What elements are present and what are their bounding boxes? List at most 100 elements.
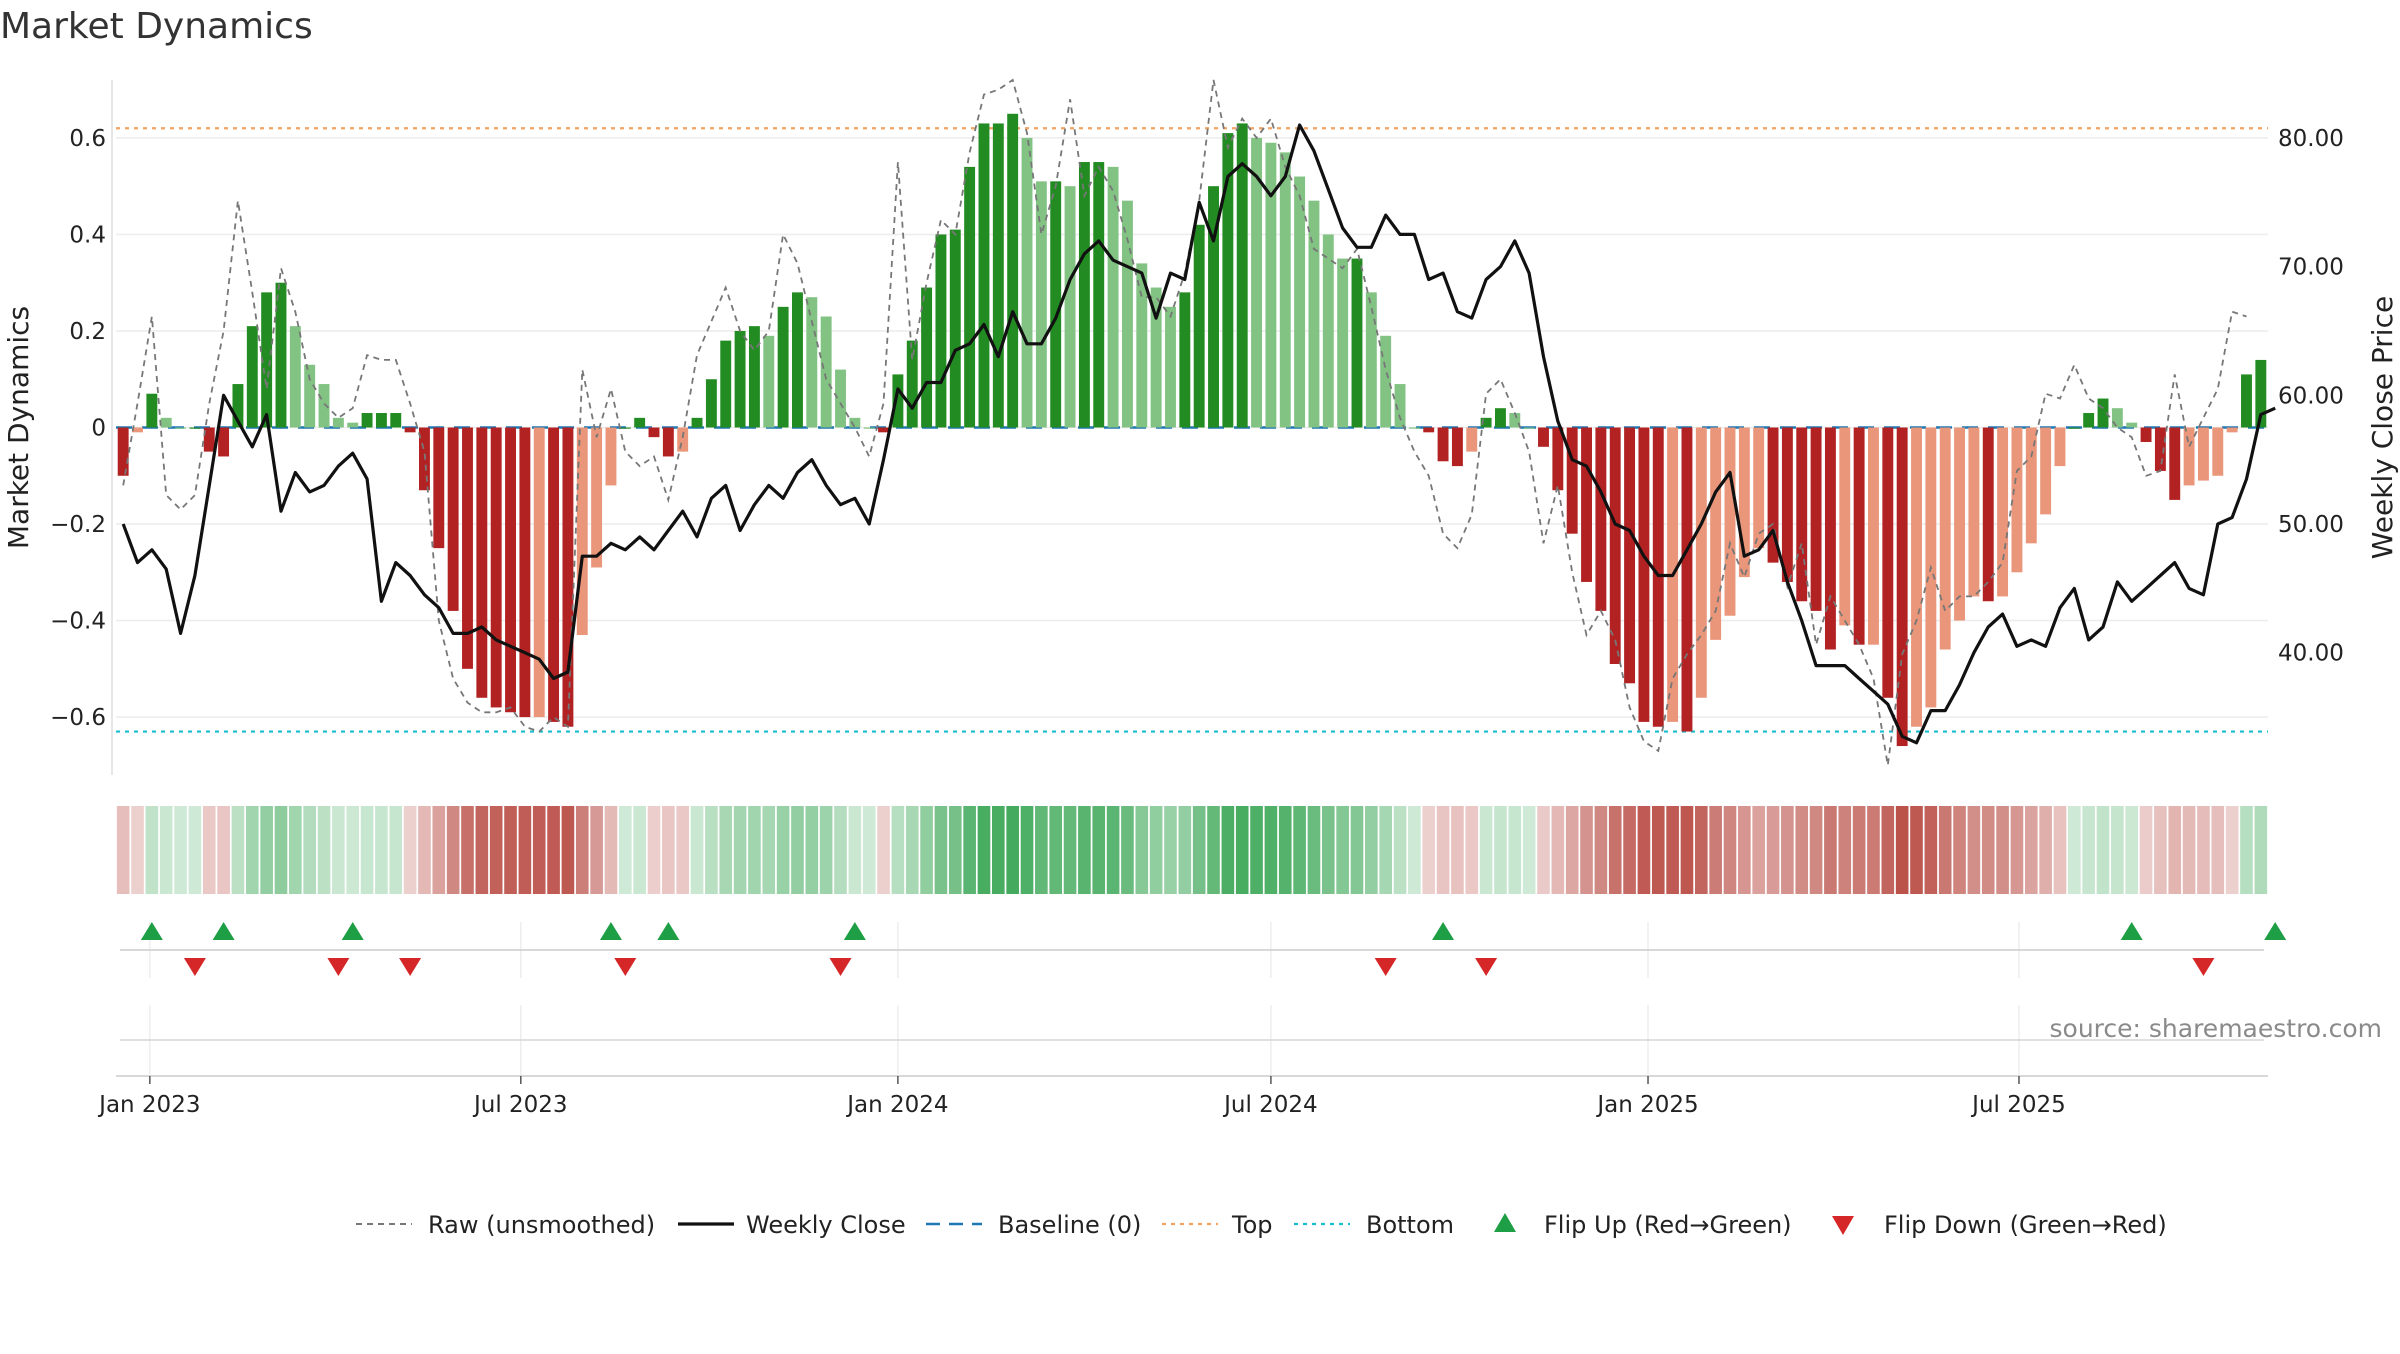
dynamics-bar	[1251, 137, 1263, 428]
regime-cell	[1020, 806, 1034, 894]
regime-cell	[131, 806, 144, 894]
flip-down-marker	[1374, 958, 1397, 976]
regime-cell	[289, 806, 302, 894]
dynamics-bar	[1781, 427, 1793, 582]
regime-cell	[905, 806, 919, 894]
regime-cell	[1910, 806, 1923, 894]
dynamics-bar	[2169, 427, 2181, 500]
dynamics-bar	[2040, 427, 2052, 515]
regime-cell	[403, 806, 417, 894]
dynamics-bar	[964, 166, 976, 428]
regime-cell	[1365, 806, 1378, 894]
regime-cell	[1781, 806, 1794, 894]
dynamics-bar	[318, 384, 330, 428]
regime-cell	[1178, 806, 1192, 894]
dynamics-bar	[232, 384, 244, 428]
regime-cell	[2254, 806, 2268, 894]
regime-cell	[1135, 806, 1149, 894]
legend-swatch-flip-up	[1494, 1213, 1516, 1232]
regime-cell	[762, 806, 776, 894]
regime-cell	[705, 806, 718, 894]
dynamics-bar	[2154, 427, 2166, 471]
regime-cell	[1494, 806, 1507, 894]
dynamics-bar	[1968, 427, 1980, 597]
regime-cell	[1996, 806, 2009, 894]
flip-down-marker	[829, 958, 852, 976]
regime-cell	[1307, 806, 1321, 894]
dynamics-bar	[1007, 113, 1019, 428]
dynamics-bar	[1380, 335, 1392, 428]
regime-cell	[346, 806, 360, 894]
dynamics-bar	[2111, 408, 2123, 428]
y-tick-label: −0.2	[50, 512, 106, 538]
dynamics-bar	[763, 335, 775, 428]
dynamics-bar	[1294, 176, 1306, 428]
dynamics-bar	[1495, 408, 1506, 428]
regime-cell	[1709, 806, 1722, 894]
regime-cell	[547, 806, 560, 894]
regime-cell	[748, 806, 761, 894]
regime-cell	[977, 806, 991, 894]
dynamics-bar	[878, 427, 889, 433]
dynamics-bar	[806, 297, 818, 428]
dynamics-bar	[275, 282, 287, 428]
regime-cell	[360, 806, 374, 894]
regime-cell	[1207, 806, 1220, 894]
regime-cell	[791, 806, 804, 894]
dynamics-bar	[562, 427, 574, 727]
flip-up-marker	[2120, 922, 2143, 940]
regime-cell	[1766, 806, 1780, 894]
regime-cell	[2024, 806, 2038, 894]
y-tick-label: 0.6	[69, 126, 106, 152]
regime-cell	[231, 806, 245, 894]
dynamics-bar	[619, 427, 631, 429]
flip-down-marker	[2192, 958, 2215, 976]
reference-lines	[116, 127, 2268, 733]
regime-cell	[1379, 806, 1392, 894]
dynamics-bar	[734, 330, 746, 428]
regime-cell	[1250, 806, 1263, 894]
dynamics-bar	[261, 292, 273, 428]
regime-cell	[1121, 806, 1134, 894]
regime-cell	[1895, 806, 1909, 894]
dynamics-bar	[1179, 292, 1191, 428]
dynamics-bar	[777, 306, 789, 428]
regime-cell	[1881, 806, 1895, 894]
legend-label-bottom: Bottom	[1366, 1211, 1454, 1239]
dynamics-bar	[1738, 427, 1750, 578]
dynamics-bar	[476, 427, 488, 698]
dynamics-bar	[849, 417, 861, 428]
x-tick-label: Jul 2024	[1222, 1092, 1318, 1118]
dynamics-bar	[978, 123, 990, 428]
legend-label-raw: Raw (unsmoothed)	[428, 1211, 655, 1239]
regime-cell	[475, 806, 489, 894]
dynamics-bar	[2226, 427, 2238, 433]
dynamics-bar	[720, 340, 732, 428]
regime-cell	[1953, 806, 1966, 894]
regime-cell	[2197, 806, 2210, 894]
dynamics-bar	[1724, 427, 1736, 616]
regime-cell	[188, 806, 202, 894]
regime-cell	[934, 806, 948, 894]
legend-label-baseline: Baseline (0)	[998, 1211, 1141, 1239]
y2-tick-label: 50.00	[2278, 512, 2344, 538]
regime-cell	[1608, 806, 1622, 894]
dynamics-bar	[1064, 186, 1076, 428]
regime-cell	[432, 806, 446, 894]
dynamics-bar	[1480, 417, 1492, 428]
regime-cell	[848, 806, 862, 894]
regime-cell	[174, 806, 187, 894]
flip-up-marker	[657, 922, 680, 940]
regime-cell	[1436, 806, 1450, 894]
regime-cell	[2154, 806, 2167, 894]
dynamics-bar	[361, 413, 373, 428]
regime-cell	[1938, 806, 1952, 894]
dynamics-bar	[1681, 427, 1693, 732]
dynamics-bar	[433, 427, 445, 549]
dynamics-bar	[2183, 427, 2195, 486]
dynamics-bar	[146, 393, 158, 428]
regime-cell	[418, 806, 431, 894]
regime-cell	[1838, 806, 1852, 894]
dynamics-bar	[203, 427, 215, 452]
